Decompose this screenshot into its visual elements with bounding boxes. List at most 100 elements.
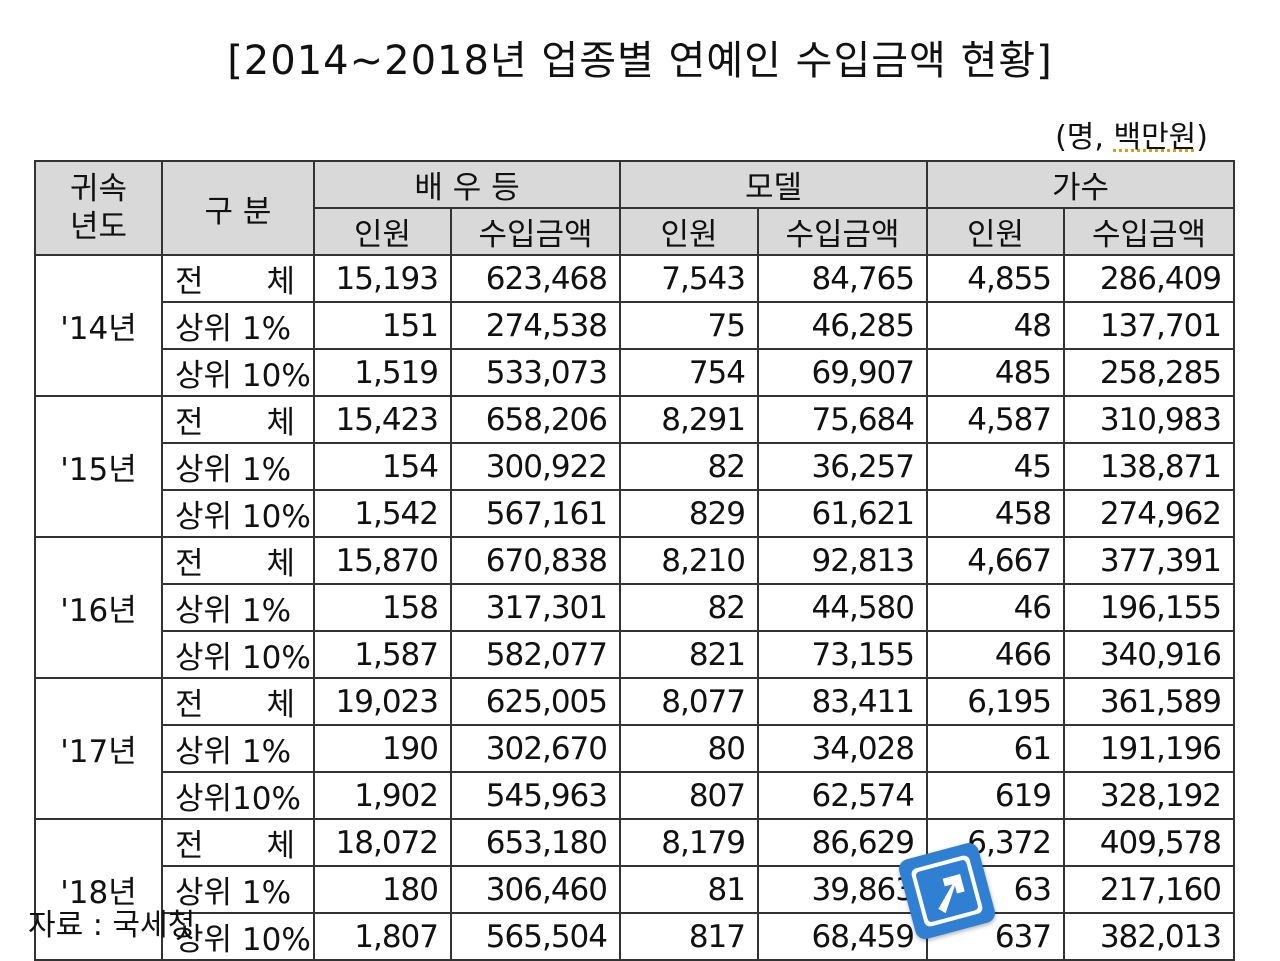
count-cell: 466 bbox=[926, 630, 1066, 679]
header-year: 귀속 년도 bbox=[34, 160, 163, 256]
category-label: 상위 1% bbox=[161, 724, 315, 773]
count-cell: 8,077 bbox=[619, 677, 759, 726]
category-label: 상위 10% bbox=[161, 912, 315, 961]
header-row-1: 귀속 년도 구 분 배 우 등 모델 가수 bbox=[34, 160, 1236, 256]
year-label: '18년 bbox=[34, 818, 163, 961]
income-cell: 138,871 bbox=[1063, 442, 1236, 491]
count-cell: 154 bbox=[313, 442, 452, 491]
category-label: 상위 1% bbox=[161, 583, 315, 632]
header-count: 인원 bbox=[926, 207, 1066, 256]
header-income: 수입금액 bbox=[450, 207, 621, 256]
category-label: 상위 1% bbox=[161, 442, 315, 491]
income-cell: 137,701 bbox=[1063, 301, 1236, 350]
year-label: '16년 bbox=[34, 536, 163, 679]
income-cell: 75,684 bbox=[756, 395, 929, 444]
category-label: 상위 10% bbox=[161, 348, 315, 397]
count-cell: 151 bbox=[313, 301, 452, 350]
income-cell: 73,155 bbox=[756, 630, 929, 679]
count-cell: 48 bbox=[926, 301, 1066, 350]
income-cell: 217,160 bbox=[1063, 865, 1236, 914]
income-cell: 567,161 bbox=[450, 489, 621, 538]
income-cell: 44,580 bbox=[756, 583, 929, 632]
table-row: 상위 10% 1,587 582,077 821 73,155 466 340,916 bbox=[35, 630, 1236, 679]
income-cell: 92,813 bbox=[756, 536, 929, 585]
table-row: '16년 전 체 15,870 670,838 8,210 92,813 4,667 377,… bbox=[34, 536, 1236, 679]
count-cell: 61 bbox=[926, 724, 1066, 773]
table-row: '14년 전 체 15,193 623,468 7,543 84,765 4,855 286,… bbox=[34, 254, 1236, 397]
income-cell: 191,196 bbox=[1063, 724, 1236, 773]
count-cell: 1,902 bbox=[313, 771, 452, 820]
count-cell: 15,423 bbox=[313, 395, 452, 444]
table-row: 상위 10% 1,807 565,504 817 68,459 637 382,013 bbox=[35, 912, 1236, 961]
income-cell: 300,922 bbox=[450, 442, 621, 491]
count-cell: 80 bbox=[619, 724, 759, 773]
income-cell: 84,765 bbox=[756, 254, 929, 303]
income-cell: 533,073 bbox=[450, 348, 621, 397]
page-title: [2014~2018년 업종별 연예인 수입금액 현황] bbox=[227, 38, 1053, 84]
count-cell: 81 bbox=[619, 865, 759, 914]
category-label: 상위10% bbox=[161, 771, 315, 820]
arrow-up-right-icon[interactable] bbox=[896, 840, 998, 942]
count-cell: 817 bbox=[619, 912, 759, 961]
income-cell: 274,538 bbox=[450, 301, 621, 350]
table-row: 상위 1% 154 300,922 82 36,257 45 138,871 bbox=[35, 442, 1236, 491]
count-cell: 15,870 bbox=[313, 536, 452, 585]
header-income: 수입금액 bbox=[1063, 207, 1236, 256]
category-label: 전 체 bbox=[161, 536, 315, 585]
income-cell: 382,013 bbox=[1063, 912, 1236, 961]
income-cell: 361,589 bbox=[1063, 677, 1236, 726]
table-row: 상위 1% 190 302,670 80 34,028 61 191,196 bbox=[35, 724, 1236, 773]
header-count: 인원 bbox=[619, 207, 759, 256]
income-cell: 62,574 bbox=[756, 771, 929, 820]
count-cell: 4,587 bbox=[926, 395, 1066, 444]
unit-main: 백만원 bbox=[1113, 120, 1197, 155]
count-cell: 180 bbox=[313, 865, 452, 914]
count-cell: 1,807 bbox=[313, 912, 452, 961]
income-cell: 623,468 bbox=[450, 254, 621, 303]
year-label: '17년 bbox=[34, 677, 163, 820]
category-label: 전 체 bbox=[161, 254, 315, 303]
income-cell: 46,285 bbox=[756, 301, 929, 350]
category-label: 전 체 bbox=[161, 395, 315, 444]
category-label: 전 체 bbox=[161, 818, 315, 867]
count-cell: 754 bbox=[619, 348, 759, 397]
income-cell: 302,670 bbox=[450, 724, 621, 773]
income-cell: 658,206 bbox=[450, 395, 621, 444]
income-cell: 340,916 bbox=[1063, 630, 1236, 679]
table-row: '17년 전 체 19,023 625,005 8,077 83,411 6,195 361,… bbox=[34, 677, 1236, 820]
income-cell: 68,459 bbox=[756, 912, 929, 961]
header-income: 수입금액 bbox=[756, 207, 929, 256]
income-cell: 310,983 bbox=[1063, 395, 1236, 444]
count-cell: 485 bbox=[926, 348, 1066, 397]
count-cell: 1,587 bbox=[313, 630, 452, 679]
category-label: 상위 10% bbox=[161, 489, 315, 538]
count-cell: 821 bbox=[619, 630, 759, 679]
count-cell: 4,667 bbox=[926, 536, 1066, 585]
count-cell: 8,210 bbox=[619, 536, 759, 585]
income-cell: 653,180 bbox=[450, 818, 621, 867]
income-cell: 306,460 bbox=[450, 865, 621, 914]
unit-suffix: ) bbox=[1196, 120, 1208, 155]
category-label: 상위 10% bbox=[161, 630, 315, 679]
table-row: 상위 10% 1,542 567,161 829 61,621 458 274,962 bbox=[35, 489, 1236, 538]
count-cell: 619 bbox=[926, 771, 1066, 820]
header-models: 모델 bbox=[618, 160, 929, 209]
count-cell: 82 bbox=[619, 583, 759, 632]
table-row: 상위 1% 151 274,538 75 46,285 48 137,701 bbox=[35, 301, 1236, 350]
income-cell: 61,621 bbox=[756, 489, 929, 538]
income-cell: 377,391 bbox=[1063, 536, 1236, 585]
table-row: 상위 1% 158 317,301 82 44,580 46 196,155 bbox=[35, 583, 1236, 632]
income-cell: 582,077 bbox=[450, 630, 621, 679]
count-cell: 1,519 bbox=[313, 348, 452, 397]
header-actors: 배 우 등 bbox=[313, 160, 621, 209]
income-cell: 69,907 bbox=[756, 348, 929, 397]
table-row: '15년 전 체 15,423 658,206 8,291 75,684 4,587 310,… bbox=[34, 395, 1236, 538]
category-label: 상위 1% bbox=[161, 865, 315, 914]
count-cell: 190 bbox=[313, 724, 452, 773]
income-cell: 34,028 bbox=[756, 724, 929, 773]
income-cell: 625,005 bbox=[450, 677, 621, 726]
income-cell: 409,578 bbox=[1063, 818, 1236, 867]
count-cell: 8,179 bbox=[619, 818, 759, 867]
table-row: 상위 10% 1,519 533,073 754 69,907 485 258,285 bbox=[35, 348, 1236, 397]
income-cell: 286,409 bbox=[1063, 254, 1236, 303]
